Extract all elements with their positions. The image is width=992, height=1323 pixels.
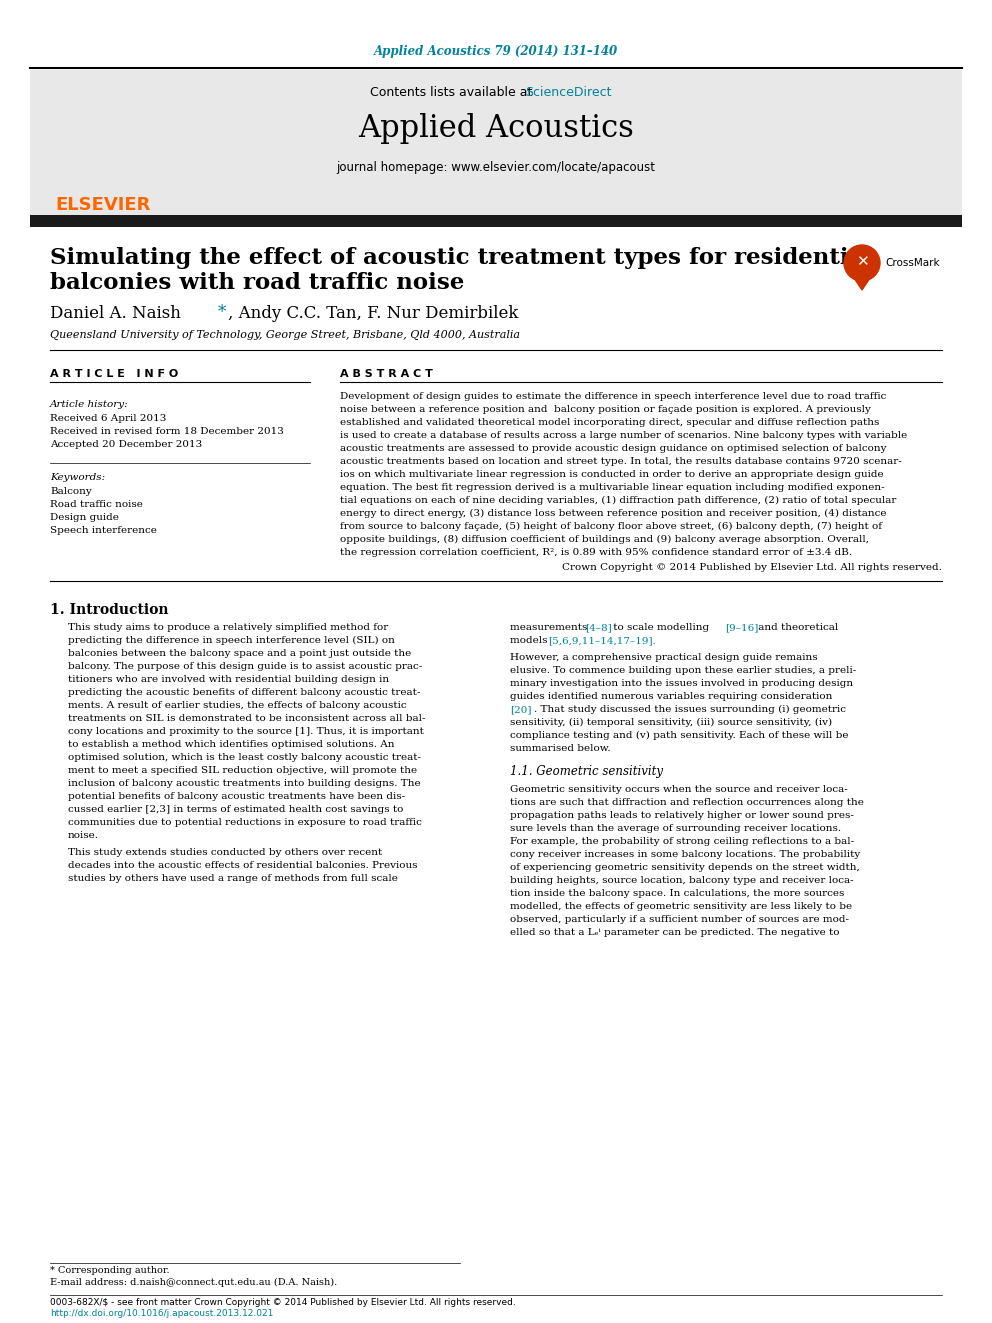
Text: ELSEVIER: ELSEVIER — [55, 196, 151, 214]
Text: optimised solution, which is the least costly balcony acoustic treat-: optimised solution, which is the least c… — [68, 753, 421, 762]
Circle shape — [844, 245, 880, 280]
Text: [9–16]: [9–16] — [725, 623, 758, 632]
Text: guides identified numerous variables requiring consideration: guides identified numerous variables req… — [510, 692, 832, 701]
Text: Applied Acoustics 79 (2014) 131–140: Applied Acoustics 79 (2014) 131–140 — [374, 45, 618, 58]
Text: predicting the acoustic benefits of different balcony acoustic treat-: predicting the acoustic benefits of diff… — [68, 688, 421, 697]
Text: For example, the probability of strong ceiling reflections to a bal-: For example, the probability of strong c… — [510, 837, 854, 845]
Text: acoustic treatments based on location and street type. In total, the results dat: acoustic treatments based on location an… — [340, 456, 902, 466]
Text: Crown Copyright © 2014 Published by Elsevier Ltd. All rights reserved.: Crown Copyright © 2014 Published by Else… — [562, 564, 942, 572]
Text: models: models — [510, 636, 551, 646]
Text: energy to direct energy, (3) distance loss between reference position and receiv: energy to direct energy, (3) distance lo… — [340, 509, 887, 519]
Text: balconies between the balcony space and a point just outside the: balconies between the balcony space and … — [68, 650, 412, 658]
Text: tial equations on each of nine deciding variables, (1) diffraction path differen: tial equations on each of nine deciding … — [340, 496, 897, 505]
Text: CrossMark: CrossMark — [885, 258, 939, 269]
Text: cony locations and proximity to the source [1]. Thus, it is important: cony locations and proximity to the sour… — [68, 728, 424, 736]
Text: is used to create a database of results across a large number of scenarios. Nine: is used to create a database of results … — [340, 431, 908, 441]
Text: and theoretical: and theoretical — [755, 623, 838, 632]
Text: ios on which multivariate linear regression is conducted in order to derive an a: ios on which multivariate linear regress… — [340, 470, 884, 479]
Text: Contents lists available at: Contents lists available at — [370, 86, 537, 98]
Text: studies by others have used a range of methods from full scale: studies by others have used a range of m… — [68, 875, 398, 882]
Text: communities due to potential reductions in exposure to road traffic: communities due to potential reductions … — [68, 818, 422, 827]
Text: of experiencing geometric sensitivity depends on the street width,: of experiencing geometric sensitivity de… — [510, 863, 860, 872]
Text: noise between a reference position and  balcony position or façade position is e: noise between a reference position and b… — [340, 405, 871, 414]
Text: ment to meet a specified SIL reduction objective, will promote the: ment to meet a specified SIL reduction o… — [68, 766, 417, 775]
Text: measurements: measurements — [510, 623, 590, 632]
Text: 1.1. Geometric sensitivity: 1.1. Geometric sensitivity — [510, 765, 663, 778]
Text: inclusion of balcony acoustic treatments into building designs. The: inclusion of balcony acoustic treatments… — [68, 779, 421, 789]
Text: Daniel A. Naish: Daniel A. Naish — [50, 304, 186, 321]
Text: established and validated theoretical model incorporating direct, specular and d: established and validated theoretical mo… — [340, 418, 879, 427]
Text: compliance testing and (v) path sensitivity. Each of these will be: compliance testing and (v) path sensitiv… — [510, 732, 848, 740]
Text: This study aims to produce a relatively simplified method for: This study aims to produce a relatively … — [68, 623, 388, 632]
Text: However, a comprehensive practical design guide remains: However, a comprehensive practical desig… — [510, 654, 817, 662]
Text: 1. Introduction: 1. Introduction — [50, 603, 169, 617]
Text: observed, particularly if a sufficient number of sources are mod-: observed, particularly if a sufficient n… — [510, 916, 849, 923]
Text: equation. The best fit regression derived is a multivariable linear equation inc: equation. The best fit regression derive… — [340, 483, 885, 492]
Text: Speech interference: Speech interference — [50, 527, 157, 534]
Text: A B S T R A C T: A B S T R A C T — [340, 369, 433, 378]
Text: ScienceDirect: ScienceDirect — [525, 86, 611, 98]
Text: tion inside the balcony space. In calculations, the more sources: tion inside the balcony space. In calcul… — [510, 889, 844, 898]
Text: Accepted 20 December 2013: Accepted 20 December 2013 — [50, 441, 202, 448]
Text: to scale modelling: to scale modelling — [610, 623, 712, 632]
Text: elled so that a Lₑⁱ parameter can be predicted. The negative to: elled so that a Lₑⁱ parameter can be pre… — [510, 927, 839, 937]
Text: http://dx.doi.org/10.1016/j.apacoust.2013.12.021: http://dx.doi.org/10.1016/j.apacoust.201… — [50, 1308, 274, 1318]
Text: the regression correlation coefficient, R², is 0.89 with 95% confidence standard: the regression correlation coefficient, … — [340, 548, 852, 557]
Text: potential benefits of balcony acoustic treatments have been dis-: potential benefits of balcony acoustic t… — [68, 792, 405, 800]
Text: propagation paths leads to relatively higher or lower sound pres-: propagation paths leads to relatively hi… — [510, 811, 854, 820]
Text: predicting the difference in speech interference level (SIL) on: predicting the difference in speech inte… — [68, 636, 395, 646]
Text: summarised below.: summarised below. — [510, 744, 611, 753]
Text: journal homepage: www.elsevier.com/locate/apacoust: journal homepage: www.elsevier.com/locat… — [336, 161, 656, 175]
Text: Road traffic noise: Road traffic noise — [50, 500, 143, 509]
Bar — [30, 70, 962, 218]
Text: from source to balcony façade, (5) height of balcony floor above street, (6) bal: from source to balcony façade, (5) heigh… — [340, 523, 882, 531]
Text: treatments on SIL is demonstrated to be inconsistent across all bal-: treatments on SIL is demonstrated to be … — [68, 714, 426, 722]
Text: noise.: noise. — [68, 831, 99, 840]
Text: Received in revised form 18 December 2013: Received in revised form 18 December 201… — [50, 427, 284, 437]
Text: decades into the acoustic effects of residential balconies. Previous: decades into the acoustic effects of res… — [68, 861, 418, 871]
Text: A R T I C L E   I N F O: A R T I C L E I N F O — [50, 369, 179, 378]
Text: Applied Acoustics: Applied Acoustics — [358, 112, 634, 143]
Text: Simulating the effect of acoustic treatment types for residential: Simulating the effect of acoustic treatm… — [50, 247, 872, 269]
Text: cony receiver increases in some balcony locations. The probability: cony receiver increases in some balcony … — [510, 849, 860, 859]
Text: Article history:: Article history: — [50, 400, 129, 409]
Text: cussed earlier [2,3] in terms of estimated health cost savings to: cussed earlier [2,3] in terms of estimat… — [68, 804, 404, 814]
Text: building heights, source location, balcony type and receiver loca-: building heights, source location, balco… — [510, 876, 854, 885]
Text: * Corresponding author.: * Corresponding author. — [50, 1266, 170, 1275]
Text: Queensland University of Technology, George Street, Brisbane, Qld 4000, Australi: Queensland University of Technology, Geo… — [50, 329, 520, 340]
Text: Balcony: Balcony — [50, 487, 91, 496]
Bar — [30, 216, 962, 228]
Text: This study extends studies conducted by others over recent: This study extends studies conducted by … — [68, 848, 382, 857]
Text: elusive. To commence building upon these earlier studies, a preli-: elusive. To commence building upon these… — [510, 665, 856, 675]
Text: . That study discussed the issues surrounding (i) geometric: . That study discussed the issues surrou… — [534, 705, 846, 714]
Text: Keywords:: Keywords: — [50, 474, 105, 482]
Text: acoustic treatments are assessed to provide acoustic design guidance on optimise: acoustic treatments are assessed to prov… — [340, 445, 887, 452]
Text: Design guide: Design guide — [50, 513, 119, 523]
Text: E-mail address: d.naish@connect.qut.edu.au (D.A. Naish).: E-mail address: d.naish@connect.qut.edu.… — [50, 1278, 337, 1287]
Text: Geometric sensitivity occurs when the source and receiver loca-: Geometric sensitivity occurs when the so… — [510, 785, 848, 794]
Text: sure levels than the average of surrounding receiver locations.: sure levels than the average of surround… — [510, 824, 841, 833]
Text: 0003-682X/$ - see front matter Crown Copyright © 2014 Published by Elsevier Ltd.: 0003-682X/$ - see front matter Crown Cop… — [50, 1298, 516, 1307]
Text: ments. A result of earlier studies, the effects of balcony acoustic: ments. A result of earlier studies, the … — [68, 701, 407, 710]
Text: [5,6,9,11–14,17–19].: [5,6,9,11–14,17–19]. — [548, 636, 656, 646]
Polygon shape — [854, 278, 870, 290]
Text: titioners who are involved with residential building design in: titioners who are involved with resident… — [68, 675, 389, 684]
Text: balconies with road traffic noise: balconies with road traffic noise — [50, 273, 464, 294]
Text: [20]: [20] — [510, 705, 532, 714]
Text: opposite buildings, (8) diffusion coefficient of buildings and (9) balcony avera: opposite buildings, (8) diffusion coeffi… — [340, 534, 869, 544]
Text: tions are such that diffraction and reflection occurrences along the: tions are such that diffraction and refl… — [510, 798, 864, 807]
Text: [4–8]: [4–8] — [585, 623, 612, 632]
Text: Development of design guides to estimate the difference in speech interference l: Development of design guides to estimate… — [340, 392, 887, 401]
Text: *: * — [218, 304, 226, 321]
Text: balcony. The purpose of this design guide is to assist acoustic prac-: balcony. The purpose of this design guid… — [68, 662, 423, 671]
Text: , Andy C.C. Tan, F. Nur Demirbilek: , Andy C.C. Tan, F. Nur Demirbilek — [228, 304, 519, 321]
Text: modelled, the effects of geometric sensitivity are less likely to be: modelled, the effects of geometric sensi… — [510, 902, 852, 912]
Text: sensitivity, (ii) temporal sensitivity, (iii) source sensitivity, (iv): sensitivity, (ii) temporal sensitivity, … — [510, 718, 832, 728]
Text: ✕: ✕ — [856, 254, 868, 270]
Text: Received 6 April 2013: Received 6 April 2013 — [50, 414, 167, 423]
Text: minary investigation into the issues involved in producing design: minary investigation into the issues inv… — [510, 679, 853, 688]
Text: to establish a method which identifies optimised solutions. An: to establish a method which identifies o… — [68, 740, 395, 749]
